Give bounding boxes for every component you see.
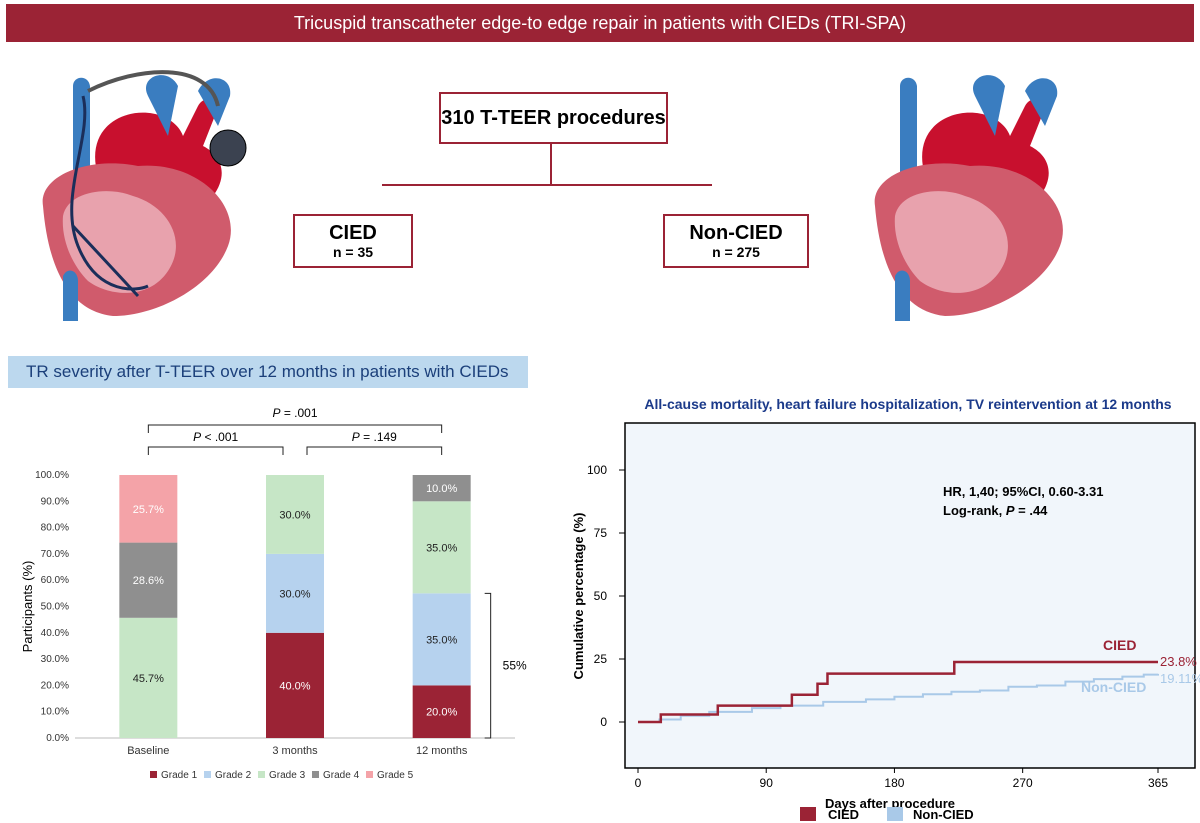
km-y-tick-label: 75 — [594, 526, 608, 540]
non-cied-n: n = 275 — [712, 244, 760, 260]
km-legend-non-cied-swatch — [887, 807, 903, 821]
km-y-axis-label: Cumulative percentage (%) — [571, 513, 586, 680]
bar-y-axis-label: Participants (%) — [20, 561, 35, 653]
bar-data-label: 30.0% — [279, 509, 310, 521]
bar-legend-swatch — [366, 771, 373, 778]
comparison-bracket — [306, 446, 443, 455]
bar-segment — [119, 542, 178, 618]
bar-segment — [266, 553, 324, 633]
bar-data-label: 45.7% — [133, 673, 164, 685]
bar-data-label: 10.0% — [426, 483, 457, 495]
comparison-p-value: P = .149 — [352, 430, 397, 444]
bar-category-label: Baseline — [127, 745, 169, 757]
grade-1-2-bracket-label: 55% — [503, 659, 527, 673]
bar-data-label: 40.0% — [279, 680, 310, 692]
bar-legend-swatch — [150, 771, 157, 778]
km-hazard-ratio: HR, 1,40; 95%CI, 0.60-3.31 — [943, 484, 1103, 499]
km-x-tick-label: 365 — [1148, 776, 1168, 790]
bar-segment — [266, 632, 324, 738]
km-x-tick-label: 180 — [884, 776, 904, 790]
km-y-tick-label: 0 — [600, 715, 607, 729]
km-legend-non-cied-label: Non-CIED — [913, 807, 974, 822]
bar-segment — [412, 685, 471, 738]
km-x-tick-label: 270 — [1013, 776, 1033, 790]
title-banner: Tricuspid transcatheter edge-to edge rep… — [6, 4, 1194, 42]
bar-data-label: 30.0% — [279, 588, 310, 600]
bar-chart-title-text: TR severity after T-TEER over 12 months … — [26, 362, 509, 381]
grade-1-2-bracket — [484, 592, 492, 739]
km-cied-end-label: 23.8% — [1160, 654, 1197, 669]
bar-legend-swatch — [312, 771, 319, 778]
comparison-bracket — [147, 424, 443, 433]
total-procedures-label: 310 T-TEER procedures — [441, 107, 666, 129]
non-cied-label: Non-CIED — [689, 222, 783, 244]
km-non-cied-series-name: Non-CIED — [1081, 679, 1146, 695]
bar-data-label: 35.0% — [426, 634, 457, 646]
bar-y-tick-label: 60.0% — [41, 575, 69, 586]
bar-y-tick-label: 30.0% — [41, 654, 69, 665]
bar-segment — [119, 475, 178, 543]
bar-segment — [412, 501, 471, 594]
cumulative-event-km-chart: 0 25 50 75 100 0 90 180 270 365 Days after procedu… — [571, 422, 1200, 822]
cied-label: CIED — [329, 222, 377, 244]
connector-vertical — [550, 144, 552, 184]
tr-severity-stacked-bar-chart: 0.0% 10.0% 20.0% 30.0% 40.0% 50.0% 60.0% 70.0% 8… — [20, 406, 527, 781]
bar-y-tick-label: 10.0% — [41, 707, 69, 718]
bar-data-label: 28.6% — [133, 575, 164, 587]
bar-chart-title: TR severity after T-TEER over 12 months … — [8, 356, 528, 388]
bar-y-tick-label: 40.0% — [41, 628, 69, 639]
bar-legend-label: Grade 5 — [377, 770, 414, 781]
bar-data-label: 20.0% — [426, 707, 457, 719]
comparison-bracket — [147, 446, 284, 455]
cied-n: n = 35 — [332, 244, 374, 260]
bar-y-tick-label: 50.0% — [41, 602, 69, 613]
bar-legend-label: Grade 3 — [269, 770, 306, 781]
bar-segment — [412, 593, 471, 686]
bar-y-tick-label: 0.0% — [46, 733, 69, 744]
total-procedures-box: 310 T-TEER procedures — [439, 92, 668, 144]
km-series-non-cied-line — [638, 673, 1159, 723]
bar-legend-label: Grade 4 — [323, 770, 360, 781]
bar-segment — [119, 617, 178, 738]
non-cied-group-box: Non-CIED n = 275 — [663, 214, 809, 268]
km-plot-area — [624, 422, 1196, 769]
km-chart-title: All-cause mortality, heart failure hospi… — [644, 396, 1172, 412]
bar-segment — [266, 475, 324, 554]
bar-y-tick-label: 70.0% — [41, 549, 69, 560]
cied-group-box: CIED n = 35 — [293, 214, 413, 268]
km-y-tick-label: 25 — [594, 652, 608, 666]
bar-legend-swatch — [204, 771, 211, 778]
banner-title: Tricuspid transcatheter edge-to edge rep… — [293, 12, 907, 33]
bar-category-label: 12 months — [416, 745, 468, 757]
bar-category-label: 3 months — [272, 745, 318, 757]
heart-illustration — [874, 75, 1063, 321]
km-legend-cied-swatch — [800, 807, 816, 821]
comparison-p-value: P = .001 — [272, 406, 317, 420]
bar-y-tick-label: 20.0% — [41, 680, 69, 691]
bar-segment — [412, 475, 471, 502]
bar-y-tick-label: 90.0% — [41, 496, 69, 507]
heart-with-device-illustration — [42, 70, 247, 321]
comparison-p-value: P < .001 — [193, 430, 238, 444]
km-log-rank: Log-rank, P = .44 — [943, 503, 1048, 518]
km-cied-series-name: CIED — [1103, 637, 1136, 653]
km-x-tick-label: 0 — [635, 776, 642, 790]
km-x-tick-label: 90 — [760, 776, 774, 790]
bar-data-label: 35.0% — [426, 542, 457, 554]
km-legend-cied-label: CIED — [828, 807, 859, 822]
bar-legend-label: Grade 2 — [215, 770, 252, 781]
km-y-tick-label: 100 — [587, 463, 607, 477]
bar-data-label: 25.7% — [133, 504, 164, 516]
km-y-tick-label: 50 — [594, 589, 608, 603]
km-series-cied-line — [638, 660, 1158, 724]
connector-horizontal — [382, 184, 712, 186]
bar-legend-label: Grade 1 — [161, 770, 198, 781]
km-x-axis-label: Days after procedure — [825, 796, 955, 811]
bar-y-tick-label: 100.0% — [35, 470, 69, 481]
bar-y-tick-label: 80.0% — [41, 523, 69, 534]
km-non-cied-end-label: 19.11% — [1160, 671, 1200, 686]
bar-legend-swatch — [258, 771, 265, 778]
